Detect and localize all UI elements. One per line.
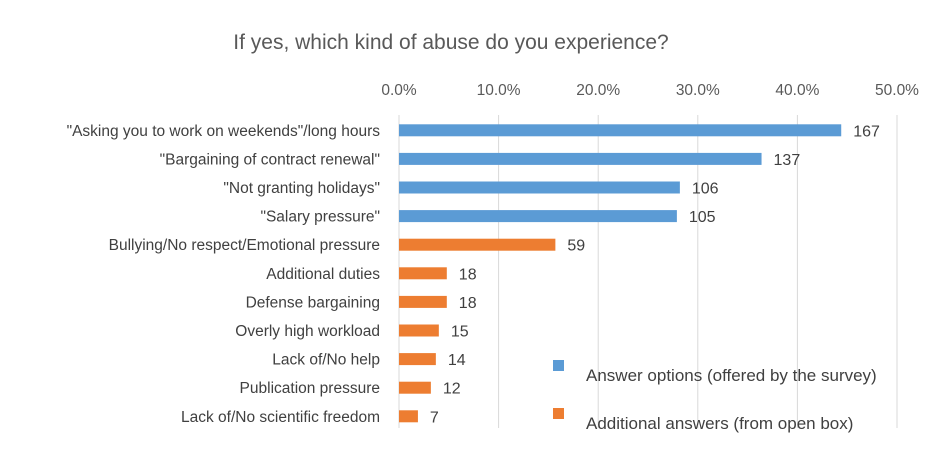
legend-swatch [553,408,564,419]
data-label: 12 [443,381,461,398]
category-label: Publication pressure [240,380,380,397]
bar [399,295,447,308]
bar [399,152,762,165]
data-label: 137 [774,152,801,169]
legend: Answer options (offered by the survey) Ad… [553,360,877,433]
data-label: 106 [692,181,719,198]
x-axis-ticks: 0.0% 10.0% 20.0% 30.0% 40.0% 50.0% [381,82,919,99]
x-tick-label: 40.0% [775,82,819,99]
category-label: Additional duties [266,266,380,283]
gridlines [398,115,898,428]
chart-title: If yes, which kind of abuse do you exper… [233,31,668,54]
category-label: Lack of/No help [272,352,380,369]
bars [399,124,842,423]
data-label: 18 [459,295,477,312]
category-labels: "Asking you to work on weekends"/long ho… [67,123,381,426]
legend-label: Answer options (offered by the survey) [586,366,877,385]
bar [399,238,556,251]
category-label: Defense bargaining [246,294,380,311]
bar [399,324,439,337]
data-label: 167 [853,123,880,140]
data-label: 59 [567,238,585,255]
data-label: 18 [459,266,477,283]
x-tick-label: 10.0% [477,82,521,99]
data-label: 105 [689,209,716,226]
data-labels: 167 137 106 105 59 18 18 15 14 127 [430,123,880,426]
x-tick-label: 0.0% [381,82,417,99]
x-tick-label: 50.0% [875,82,919,99]
data-label: 7 [430,409,439,426]
category-label: "Not granting holidays" [223,180,380,197]
category-label: "Salary pressure" [260,209,380,226]
category-label: "Bargaining of contract renewal" [160,151,380,168]
data-label: 15 [451,324,469,341]
bar [399,181,680,194]
data-label: 14 [448,352,466,369]
bar [399,410,418,423]
bar [399,124,842,137]
bar [399,353,436,366]
legend-swatch [553,360,564,371]
bar [399,210,677,223]
x-tick-label: 20.0% [576,82,620,99]
category-label: Lack of/No scientific freedom [181,409,380,426]
category-label: Overly high workload [235,323,380,340]
bar [399,267,447,280]
category-label: "Asking you to work on weekends"/long ho… [67,123,381,140]
x-tick-label: 30.0% [676,82,720,99]
bar [399,381,431,394]
category-label: Bullying/No respect/Emotional pressure [109,237,380,254]
legend-label: Additional answers (from open box) [586,414,853,433]
